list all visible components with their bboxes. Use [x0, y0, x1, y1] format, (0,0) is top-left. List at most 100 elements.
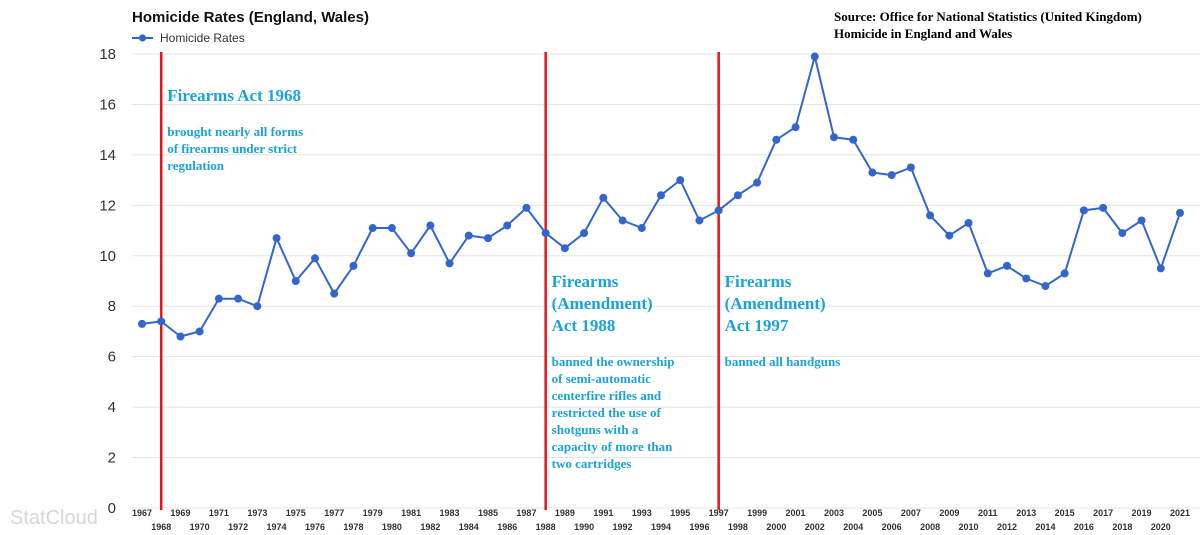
x-tick-label: 2001	[786, 508, 806, 518]
data-point[interactable]	[560, 244, 569, 253]
x-tick-label: 2010	[959, 522, 979, 532]
x-tick-label: 1990	[574, 522, 594, 532]
x-tick-label: 1983	[440, 508, 460, 518]
data-point[interactable]	[541, 229, 550, 238]
data-point[interactable]	[637, 224, 646, 233]
data-point[interactable]	[387, 224, 396, 233]
x-tick-label: 1998	[728, 522, 748, 532]
x-tick-label: 1997	[709, 508, 729, 518]
data-point[interactable]	[330, 289, 339, 298]
chart-title: Homicide Rates (England, Wales)	[132, 9, 369, 26]
data-point[interactable]	[1003, 261, 1011, 270]
x-tick-label: 1985	[478, 508, 498, 518]
data-point[interactable]	[830, 133, 838, 142]
data-point[interactable]	[983, 269, 992, 278]
x-tick-label: 1982	[420, 522, 440, 532]
x-tick-label: 1980	[382, 522, 402, 532]
data-point[interactable]	[906, 163, 915, 172]
data-point[interactable]	[157, 317, 166, 326]
data-point[interactable]	[522, 203, 531, 212]
data-point[interactable]	[368, 224, 377, 233]
x-tick-label: 2005	[862, 508, 882, 518]
legend-label: Homicide Rates	[160, 31, 245, 45]
data-point[interactable]	[695, 216, 704, 225]
data-point[interactable]	[195, 327, 204, 336]
annotation-description: two cartridges	[552, 456, 632, 471]
data-point[interactable]	[1041, 282, 1050, 291]
y-tick-label: 0	[108, 500, 116, 517]
data-point[interactable]	[772, 135, 781, 144]
data-point[interactable]	[791, 123, 800, 132]
data-point[interactable]	[484, 234, 492, 243]
data-point[interactable]	[1099, 203, 1108, 212]
x-tick-label: 1999	[747, 508, 767, 518]
data-point[interactable]	[214, 294, 223, 303]
data-point[interactable]	[1079, 206, 1088, 215]
data-point[interactable]	[618, 216, 627, 225]
y-tick-label: 12	[99, 197, 116, 214]
data-point[interactable]	[753, 178, 762, 187]
data-point[interactable]	[657, 191, 665, 200]
x-tick-label: 2003	[824, 508, 844, 518]
annotation-title: Act 1997	[725, 316, 789, 335]
watermark: StatCloud	[10, 507, 98, 529]
data-point[interactable]	[676, 176, 685, 185]
data-point[interactable]	[445, 259, 454, 268]
data-point[interactable]	[887, 171, 896, 180]
data-point[interactable]	[599, 193, 608, 202]
data-point[interactable]	[1060, 269, 1069, 278]
data-point[interactable]	[349, 261, 358, 270]
data-point[interactable]	[580, 229, 589, 238]
data-point[interactable]	[503, 221, 512, 230]
source-line-1: Source: Office for National Statistics (…	[834, 9, 1142, 24]
source-note: Source: Office for National Statistics (…	[834, 9, 1142, 41]
data-point[interactable]	[1176, 208, 1184, 217]
x-tick-label: 1981	[401, 508, 421, 518]
data-point[interactable]	[291, 277, 300, 285]
x-tick-label: 2016	[1074, 522, 1094, 532]
data-point[interactable]	[426, 221, 435, 230]
x-tick-label: 2014	[1035, 522, 1055, 532]
data-point[interactable]	[138, 319, 146, 328]
x-tick-label: 1979	[363, 508, 383, 518]
x-tick-label: 1973	[247, 508, 267, 518]
annotation-description: regulation	[167, 158, 225, 173]
annotation-description: centerfire rifles and	[552, 388, 662, 403]
x-tick-label: 2002	[805, 522, 825, 532]
data-point[interactable]	[234, 294, 243, 303]
data-point[interactable]	[714, 206, 723, 215]
data-point[interactable]	[964, 218, 973, 227]
data-point[interactable]	[810, 52, 819, 61]
data-point[interactable]	[733, 191, 742, 200]
x-tick-label: 2021	[1170, 508, 1190, 518]
data-point[interactable]	[464, 231, 473, 240]
data-point[interactable]	[176, 332, 185, 341]
data-point[interactable]	[945, 231, 954, 240]
x-tick-label: 1995	[670, 508, 690, 518]
legend[interactable]: Homicide Rates	[132, 31, 245, 45]
data-point[interactable]	[1137, 216, 1146, 225]
x-tick-label: 1976	[305, 522, 325, 532]
annotation-description: banned all handguns	[725, 354, 841, 369]
data-point[interactable]	[868, 168, 877, 177]
x-tick-label: 2019	[1132, 508, 1152, 518]
data-point[interactable]	[253, 302, 262, 311]
data-point[interactable]	[1156, 264, 1165, 273]
x-tick-label: 1969	[170, 508, 190, 518]
data-point[interactable]	[311, 254, 319, 263]
data-point[interactable]	[272, 234, 281, 243]
y-tick-label: 10	[99, 248, 116, 265]
data-point[interactable]	[926, 211, 935, 220]
x-tick-label: 1975	[286, 508, 306, 518]
x-tick-label: 1971	[209, 508, 229, 518]
data-point[interactable]	[1022, 274, 1031, 283]
data-point[interactable]	[407, 249, 416, 258]
annotation-description: brought nearly all forms	[167, 124, 303, 139]
y-tick-label: 14	[99, 147, 116, 164]
data-point[interactable]	[1118, 229, 1127, 238]
data-point[interactable]	[849, 135, 858, 144]
x-tick-label: 1970	[190, 522, 210, 532]
annotation-title: Act 1988	[552, 316, 616, 335]
x-tick-label: 1991	[593, 508, 613, 518]
